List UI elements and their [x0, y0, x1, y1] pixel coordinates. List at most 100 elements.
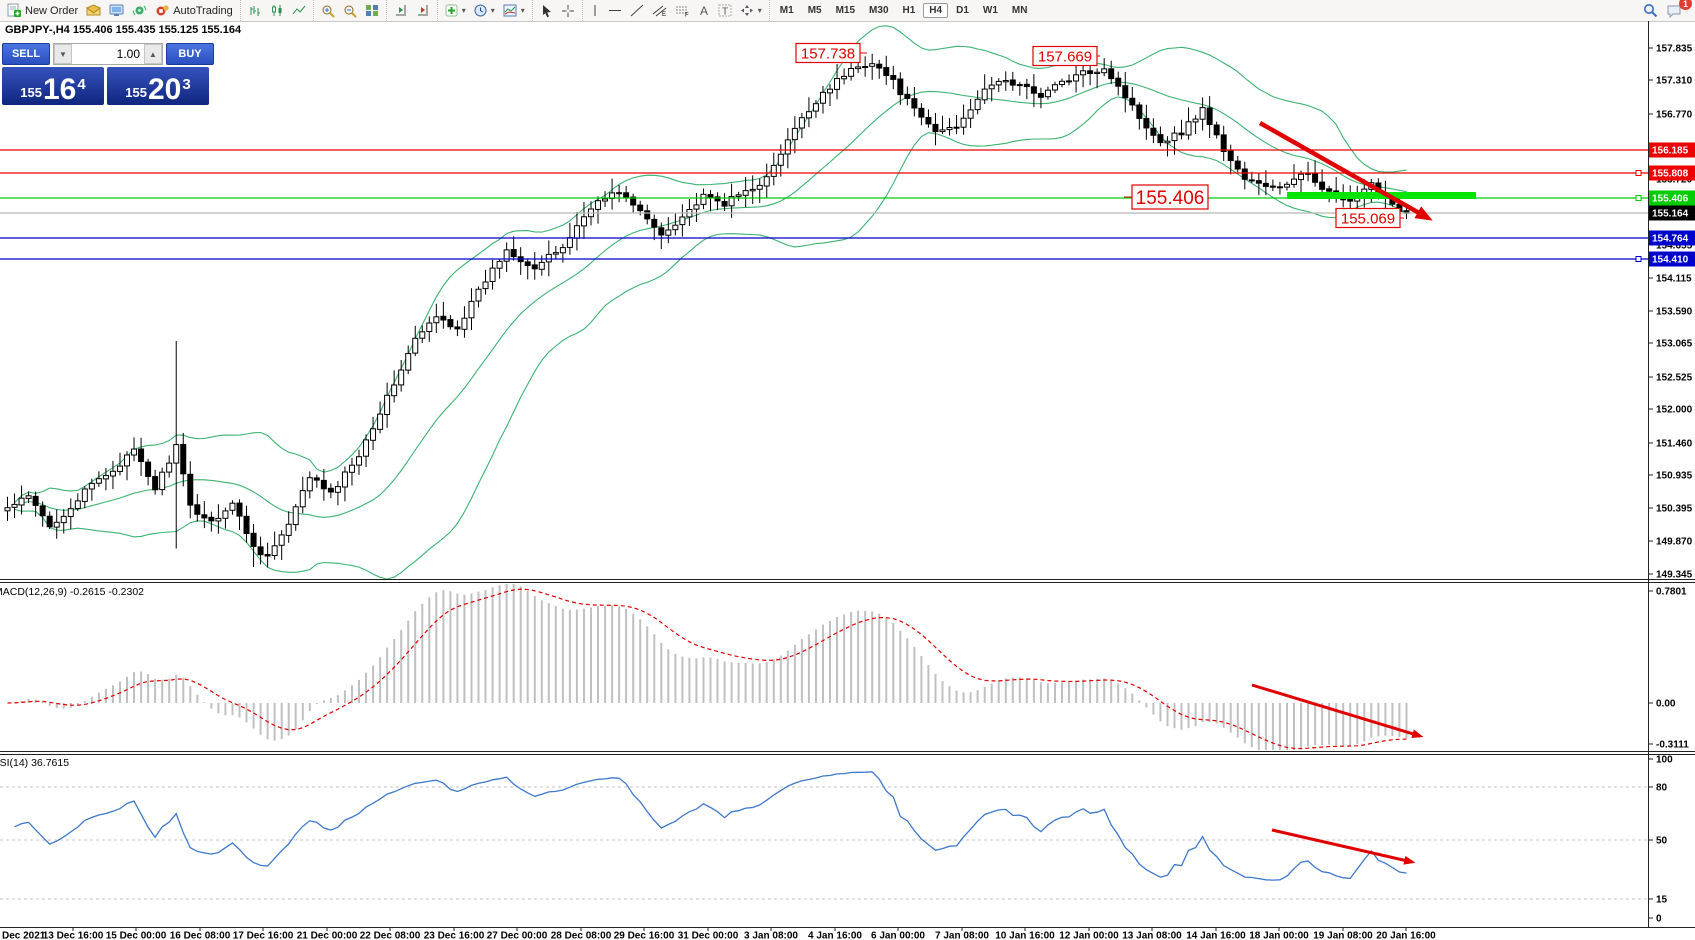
date-label: 21 Dec 00:00: [297, 931, 358, 940]
bull-candle: [285, 523, 292, 536]
crosshair-button[interactable]: [557, 1, 579, 20]
period-button[interactable]: ▾: [470, 1, 499, 20]
timeframe-button-mn[interactable]: MN: [1011, 5, 1028, 16]
bar-chart-button[interactable]: [244, 1, 266, 20]
add-indicator-button[interactable]: ▾: [441, 1, 470, 20]
timeframe-button-m5[interactable]: M5: [807, 5, 822, 16]
channel-tool[interactable]: E: [648, 1, 671, 20]
timeframe-button-m30[interactable]: M30: [869, 5, 889, 16]
axis-tick-label: 150.935: [1656, 471, 1693, 482]
price-badge: [1649, 230, 1695, 246]
bull-candle: [665, 229, 672, 236]
bear-candle: [510, 249, 517, 258]
axis-tick-label: 153.065: [1656, 339, 1693, 350]
trend-arrow-rsi[interactable]: [1271, 828, 1416, 865]
autotrading-button[interactable]: AutoTrading: [151, 1, 237, 20]
search-button[interactable]: [1639, 1, 1662, 20]
bull-candle: [559, 247, 566, 254]
level-handle-154.410[interactable]: [1635, 256, 1642, 262]
timeframe-button-m15[interactable]: M15: [835, 5, 856, 16]
horizontal-line-tool[interactable]: [604, 1, 626, 20]
price-tag-box[interactable]: [795, 42, 861, 64]
terminal-button[interactable]: [105, 1, 128, 20]
axis-tick-label: 149.345: [1656, 570, 1693, 581]
bull-candle: [742, 190, 749, 196]
bear-candle: [1143, 117, 1150, 129]
bear-candle: [264, 554, 271, 557]
sell-button[interactable]: SELL: [2, 43, 50, 65]
tile-windows-button[interactable]: [361, 1, 383, 20]
bear-candle: [630, 196, 637, 206]
date-label: Dec 2021: [2, 931, 46, 940]
bear-candle: [616, 192, 623, 195]
bear-candle: [918, 107, 925, 118]
sell-price-box[interactable]: 155 16 4: [2, 67, 104, 105]
trendline-tool[interactable]: [626, 1, 648, 20]
date-label: 18 Jan 00:00: [1249, 931, 1309, 940]
rsi-panel: [0, 771, 1648, 900]
line-chart-button[interactable]: [288, 1, 310, 20]
buy-price-box[interactable]: 155 20 3: [107, 67, 209, 105]
annotations[interactable]: 157.738 157.669 155.406 155.069: [795, 42, 1476, 865]
bull-candle: [116, 465, 123, 472]
timeframe-button-d1[interactable]: D1: [956, 5, 969, 16]
price-tag-box[interactable]: [1131, 184, 1209, 210]
rsi-axis-label: 0: [1656, 914, 1662, 925]
bb-upper-band: [14, 25, 1407, 504]
date-label: 31 Dec 00:00: [678, 931, 739, 940]
price-tag-box[interactable]: [1032, 45, 1098, 67]
horizontal-level-lines[interactable]: [0, 149, 1648, 262]
candlestick-chart-button[interactable]: [266, 1, 288, 20]
bull-candle: [1101, 68, 1108, 74]
price-badge-label: 154.410: [1652, 255, 1689, 266]
template-button[interactable]: ▾: [499, 1, 529, 20]
vertical-line-tool[interactable]: [586, 1, 604, 20]
buy-button[interactable]: BUY: [166, 43, 214, 65]
bull-candle: [791, 127, 798, 141]
level-handle-155.406[interactable]: [1635, 195, 1642, 201]
timeframe-button-h1[interactable]: H1: [902, 5, 916, 16]
bull-candle: [595, 200, 602, 210]
auto-scroll-button[interactable]: [390, 1, 412, 20]
timeframe-button-m1[interactable]: M1: [779, 5, 794, 16]
volume-decrease-button[interactable]: ▼: [54, 44, 72, 64]
zoom-out-button[interactable]: [339, 1, 361, 20]
bull-candle: [602, 198, 609, 202]
text-tool[interactable]: A: [694, 1, 714, 20]
trend-arrow-macd[interactable]: [1251, 683, 1424, 739]
cursor-button[interactable]: [536, 1, 557, 20]
chart-shift-button[interactable]: [412, 1, 434, 20]
bear-candle: [1347, 198, 1354, 202]
support-zone-bar[interactable]: [1287, 192, 1476, 199]
bear-candle: [1136, 104, 1143, 119]
bull-candle: [1066, 80, 1073, 83]
date-label: 23 Dec 16:00: [424, 931, 485, 940]
date-label: 12 Jan 00:00: [1059, 931, 1119, 940]
fibonacci-tool[interactable]: F: [671, 1, 694, 20]
timeframe-button-h4[interactable]: H4: [923, 3, 949, 18]
price-tag-box[interactable]: [1335, 207, 1401, 229]
bear-candle: [637, 204, 644, 212]
timeframe-button-w1[interactable]: W1: [982, 5, 998, 16]
zoom-in-button[interactable]: [317, 1, 339, 20]
mail-button[interactable]: [82, 1, 105, 20]
text-label-tool[interactable]: T: [714, 1, 736, 20]
bull-candle: [482, 281, 489, 290]
volume-increase-button[interactable]: ▲: [144, 44, 162, 64]
new-order-button[interactable]: New Order: [3, 1, 82, 20]
bear-candle: [313, 477, 320, 481]
axis-tick-label: 149.870: [1656, 537, 1693, 548]
svg-text:E: E: [662, 12, 666, 17]
shapes-tool[interactable]: ▾: [736, 1, 766, 20]
trend-arrow-price[interactable]: [1258, 121, 1433, 221]
volume-input[interactable]: [72, 46, 144, 62]
price-badge-label: 155.164: [1652, 209, 1689, 220]
bear-candle: [1255, 180, 1262, 184]
axis-tick-label: 157.310: [1656, 76, 1693, 87]
bull-candle: [426, 322, 433, 332]
bear-candle: [925, 117, 932, 125]
notifications-button[interactable]: 1: [1662, 0, 1692, 20]
level-handle-155.808[interactable]: [1635, 170, 1642, 176]
broadcast-button[interactable]: [128, 1, 151, 20]
